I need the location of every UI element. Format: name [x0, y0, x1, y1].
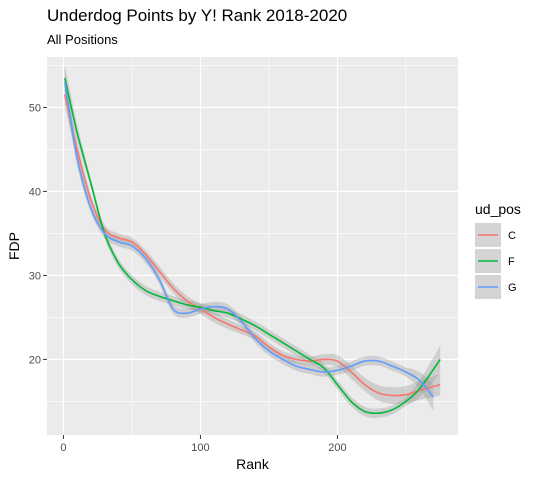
x-tick-label: 100: [191, 442, 209, 454]
chart-subtitle: All Positions: [47, 32, 118, 47]
plot-panel: [47, 57, 458, 435]
y-tick-label: 20: [29, 354, 41, 366]
x-tick-label: 200: [328, 442, 346, 454]
y-axis: 20 30 40 50: [29, 102, 47, 366]
x-axis: 0 100 200: [60, 435, 347, 454]
y-tick-label: 30: [29, 270, 41, 282]
x-axis-label: Rank: [236, 456, 270, 472]
grid-minor: [47, 57, 458, 435]
legend: ud_pos C F G: [475, 201, 521, 299]
y-axis-label: FDP: [6, 232, 22, 260]
legend-label-F: F: [508, 256, 515, 268]
series-line-C: [64, 94, 441, 397]
grid-major: [47, 57, 458, 435]
legend-title: ud_pos: [475, 201, 521, 217]
legend-label-C: C: [508, 230, 516, 242]
y-tick-label: 40: [29, 186, 41, 198]
y-tick-label: 50: [29, 102, 41, 114]
legend-label-G: G: [508, 282, 517, 294]
series-line-G: [64, 82, 434, 398]
series-line-F: [64, 77, 441, 415]
series-lines: [64, 77, 441, 415]
chart-title: Underdog Points by Y! Rank 2018-2020: [47, 6, 348, 25]
x-tick-label: 0: [60, 442, 66, 454]
